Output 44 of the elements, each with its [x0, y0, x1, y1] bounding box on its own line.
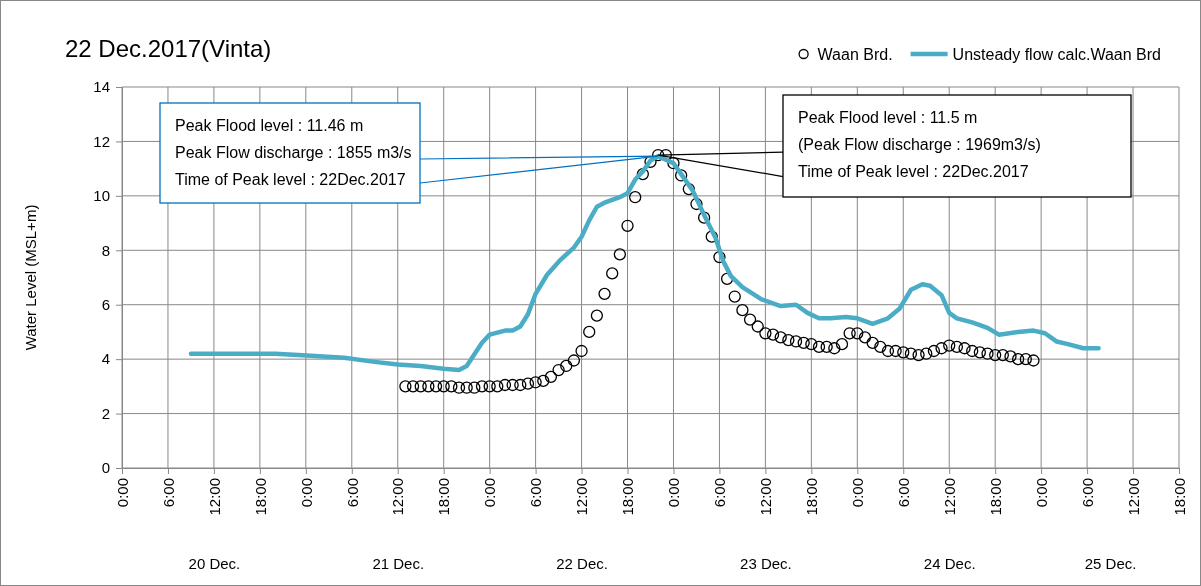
x-tick-label: 12:00	[205, 478, 223, 516]
x-tick-label: 0:00	[481, 478, 499, 508]
legend-label: Waan Brd.	[817, 46, 893, 63]
x-tick-label: 12:00	[940, 478, 958, 516]
x2-tick-label: 20 Dec.	[188, 555, 241, 572]
x-tick-label: 18:00	[251, 478, 269, 516]
x-tick-label: 18:00	[619, 478, 637, 516]
x-tick-label: 6:00	[527, 478, 545, 508]
x-tick-label: 6:00	[159, 478, 177, 508]
annotation: Peak Flood level : 11.46 m Peak Flow discharge : 1855 m3/s Time of Peak level : 22Dec.2017	[175, 117, 412, 188]
x-tick-label: 6:00	[1078, 478, 1096, 508]
y-tick-label: 10	[93, 187, 110, 205]
x-tick-label: 12:00	[1124, 478, 1142, 516]
x2-tick-label: 22 Dec.	[556, 555, 608, 572]
x-tick-label: 0:00	[1032, 478, 1050, 508]
x2-tick-label: 25 Dec.	[1084, 555, 1137, 572]
y-tick-label: 0	[101, 459, 110, 477]
x-tick-label: 0:00	[665, 478, 683, 508]
x2-tick-label: 23 Dec.	[740, 555, 792, 572]
y-tick-label: 12	[93, 132, 110, 150]
legend-label: Unsteady flow calc.Waan Brd	[952, 46, 1161, 63]
annotation: Peak Flood level : 11.5 m (Peak Flow discharge : 1969m3/s) Time of Peak level : 22Dec.2017	[798, 109, 1041, 180]
x2-tick-label: 21 Dec.	[372, 555, 425, 572]
x-tick-label: 18:00	[986, 478, 1004, 516]
y-tick-label: 14	[93, 78, 110, 96]
x-tick-label: 0:00	[849, 478, 867, 508]
x-tick-label: 0:00	[113, 478, 131, 508]
x2-tick-label: 24 Dec.	[923, 555, 976, 572]
x-tick-label: 0:00	[297, 478, 315, 508]
y-tick-label: 2	[101, 404, 110, 422]
x-tick-label: 12:00	[389, 478, 407, 516]
x-tick-label: 6:00	[895, 478, 913, 508]
x-tick-label: 18:00	[1170, 478, 1188, 516]
y-axis-title: Water Level (MSL+m)	[22, 204, 39, 351]
x-tick-label: 6:00	[711, 478, 729, 508]
x-tick-label: 18:00	[803, 478, 821, 516]
x-tick-label: 18:00	[435, 478, 453, 516]
x-tick-label: 12:00	[757, 478, 775, 516]
x-tick-label: 6:00	[343, 478, 361, 508]
chart-title: 22 Dec.2017(Vinta)	[65, 35, 272, 62]
y-tick-label: 4	[101, 350, 110, 368]
y-tick-label: 8	[101, 241, 110, 259]
y-tick-label: 6	[101, 296, 110, 314]
x-tick-label: 12:00	[573, 478, 591, 516]
